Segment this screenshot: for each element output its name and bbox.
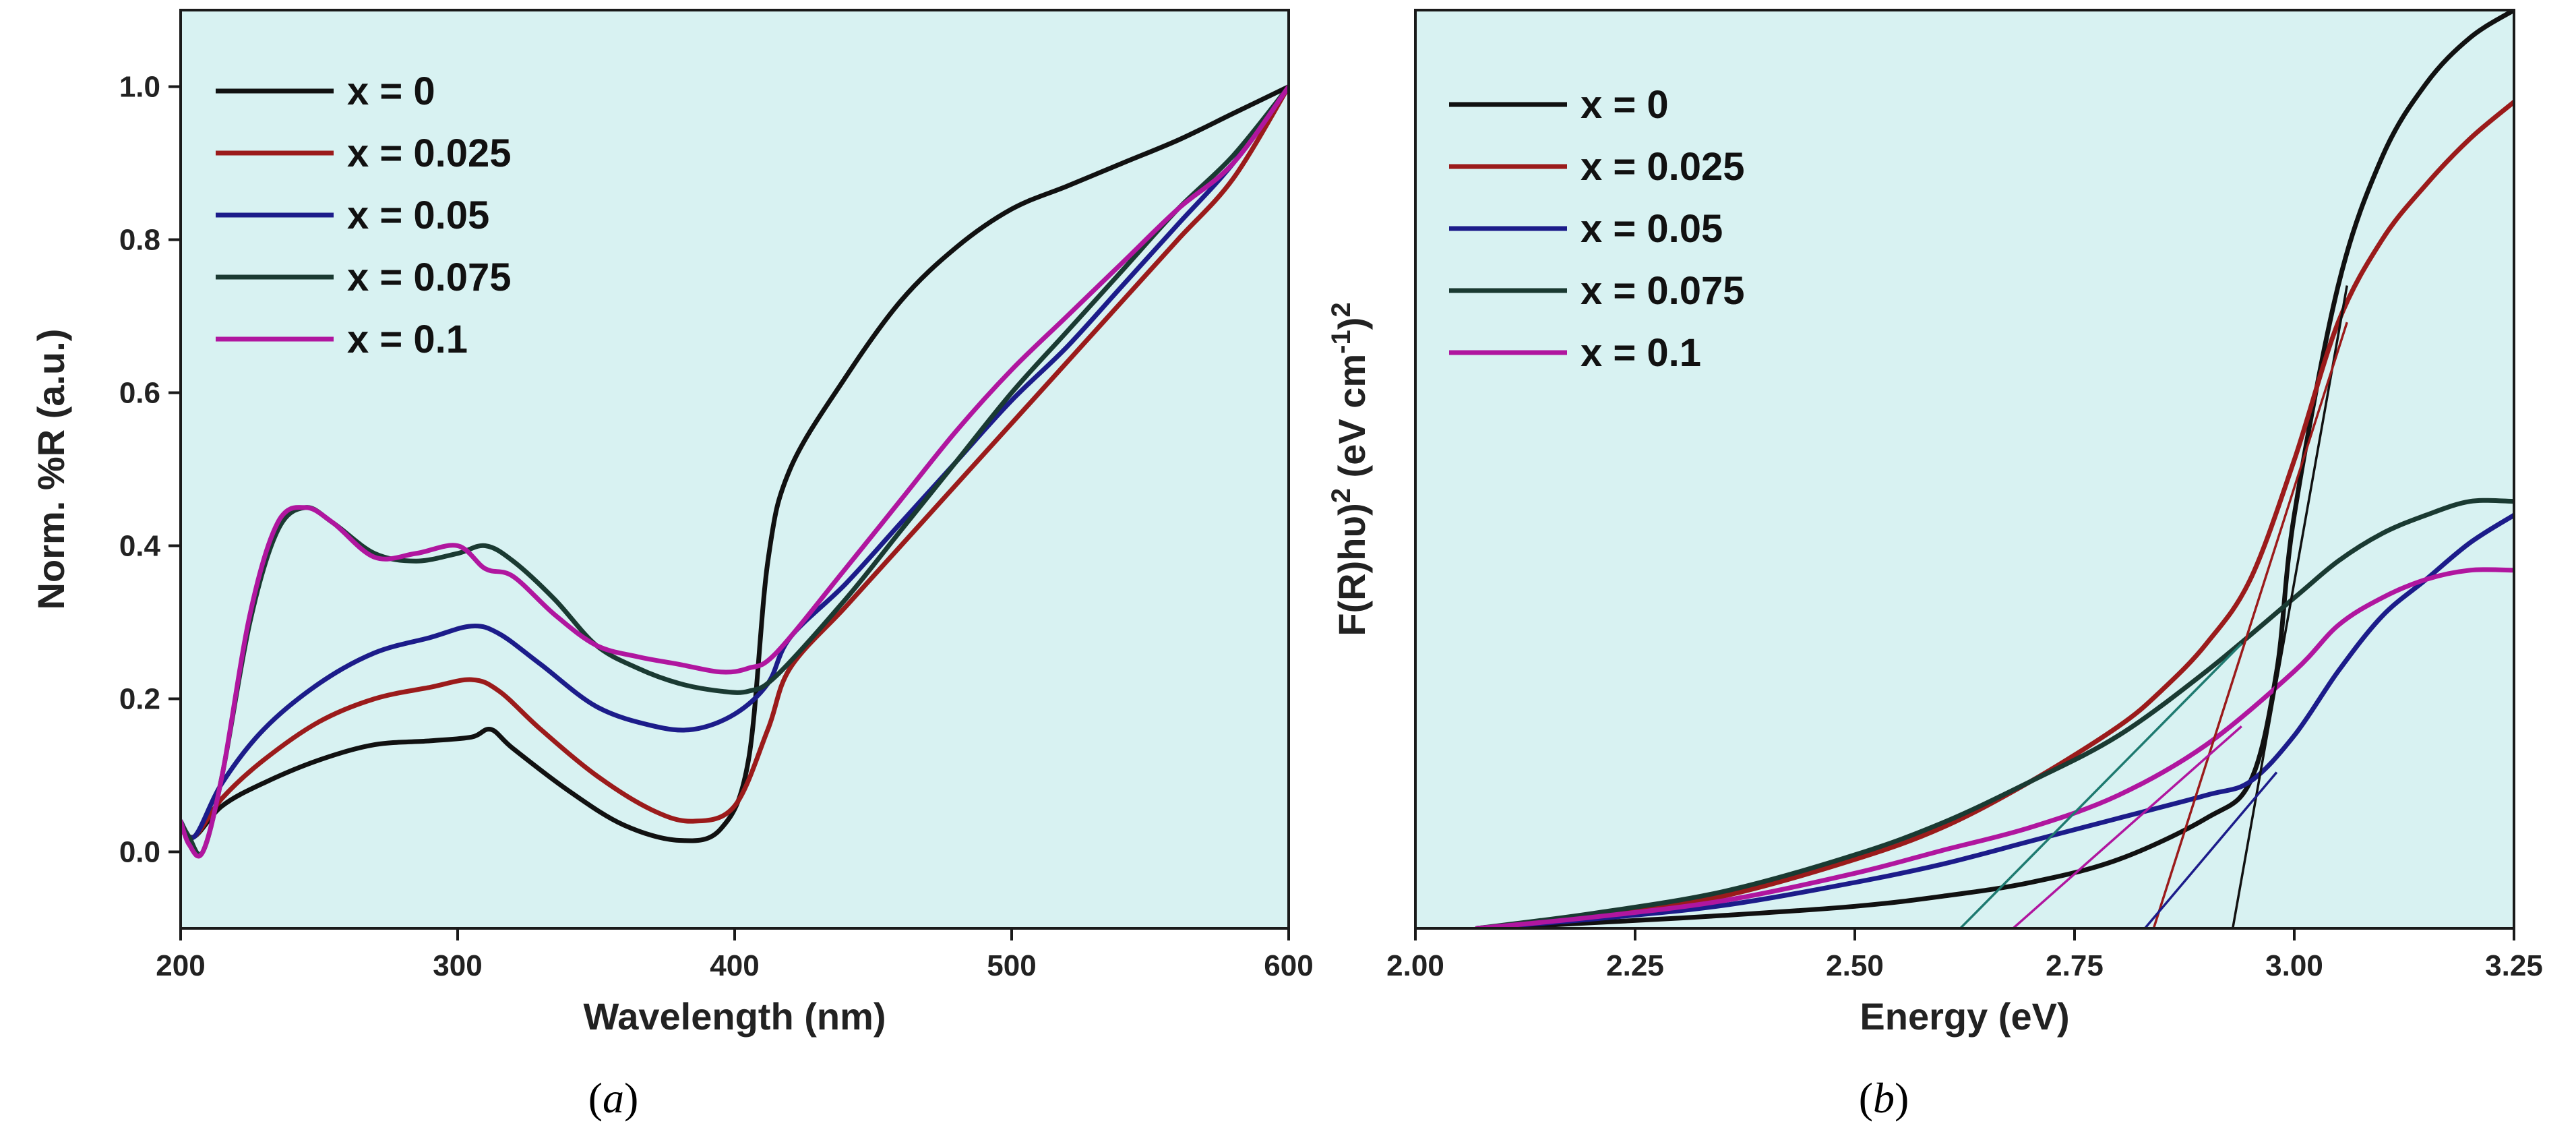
x-tick-label-b-3: 2.75 xyxy=(2046,949,2104,982)
legend-label-b-2: x = 0.05 xyxy=(1581,207,1723,251)
y-tick-label-a-4: 0.8 xyxy=(119,224,160,257)
panel-letter-a: a xyxy=(603,1074,624,1122)
legend-label-b-0: x = 0 xyxy=(1581,83,1669,127)
legend-label-a-1: x = 0.025 xyxy=(347,131,512,175)
x-axis-label-b: Energy (eV) xyxy=(1860,995,2069,1038)
y-tick-label-a-5: 1.0 xyxy=(119,71,160,104)
tangent-line-1 xyxy=(2152,322,2348,928)
x-tick-label-a-2: 400 xyxy=(710,949,759,982)
chart-panel-a: 200 300 400 500 600 0.0 0.2 0.4 0.6 0.8 1.0 Wavelen… xyxy=(30,9,1314,1038)
series-line-b-3 xyxy=(1474,498,2514,928)
x-axis-label-a: Wavelength (nm) xyxy=(583,995,886,1038)
panel-label-a: (a) xyxy=(588,1074,639,1122)
series-line-a-4 xyxy=(181,84,1289,859)
series-group-a xyxy=(181,84,1289,859)
series-line-a-2 xyxy=(181,84,1289,841)
plot-area-a xyxy=(181,10,1289,928)
y-tick-label-a-0: 0.0 xyxy=(119,836,160,869)
legend-label-b-4: x = 0.1 xyxy=(1581,331,1701,375)
x-tick-label-b-0: 2.00 xyxy=(1386,949,1444,982)
x-tick-label-a-0: 200 xyxy=(156,949,205,982)
legend-b: x = 0 x = 0.025 x = 0.05 x = 0.075 x = 0.1 xyxy=(1449,83,1745,375)
x-tick-label-a-4: 600 xyxy=(1264,949,1313,982)
series-line-a-1 xyxy=(181,84,1289,841)
tangent-line-3 xyxy=(1959,642,2243,928)
legend-label-a-4: x = 0.1 xyxy=(347,318,468,361)
tangent-line-2 xyxy=(2143,771,2278,928)
y-tick-label-a-2: 0.4 xyxy=(119,530,161,563)
tangent-line-4 xyxy=(2012,725,2242,928)
y-tick-label-a-3: 0.6 xyxy=(119,377,160,410)
legend-label-a-0: x = 0 xyxy=(347,69,435,113)
x-tick-label-b-4: 3.00 xyxy=(2265,949,2323,982)
plot-area-b xyxy=(1415,10,2514,928)
x-tick-label-b-1: 2.25 xyxy=(1606,949,1664,982)
chart-panel-b: 2.00 2.25 2.50 2.75 3.00 3.25 Energy (eV) F(R)h… xyxy=(1326,9,2543,1038)
axes-frame-b xyxy=(1414,9,2515,930)
tangent-line-0 xyxy=(2231,285,2348,928)
x-tick-label-a-3: 500 xyxy=(987,949,1036,982)
x-tick-label-b-2: 2.50 xyxy=(1826,949,1884,982)
y-tick-label-a-1: 0.2 xyxy=(119,683,160,716)
legend-a: x = 0 x = 0.025 x = 0.05 x = 0.075 x = 0.1 xyxy=(216,69,512,361)
series-line-b-1 xyxy=(1474,99,2514,928)
y-axis-label-b: F(R)hυ)2 (eV cm-1)2 xyxy=(1326,302,1373,636)
legend-label-b-3: x = 0.075 xyxy=(1581,269,1745,313)
series-line-b-0 xyxy=(1474,10,2514,928)
legend-label-a-2: x = 0.05 xyxy=(347,193,489,237)
y-axis-label-a: Norm. %R (a.u.) xyxy=(30,329,72,610)
x-tick-label-a-1: 300 xyxy=(433,949,482,982)
series-line-b-2 xyxy=(1474,512,2514,928)
panel-label-b: (b) xyxy=(1859,1074,1909,1122)
series-line-b-4 xyxy=(1474,567,2514,928)
panel-letter-b: b xyxy=(1873,1074,1895,1122)
legend-label-a-3: x = 0.075 xyxy=(347,256,512,299)
x-tick-label-b-5: 3.25 xyxy=(2485,949,2543,982)
series-group-b xyxy=(1474,10,2514,928)
legend-label-b-1: x = 0.025 xyxy=(1581,145,1745,189)
